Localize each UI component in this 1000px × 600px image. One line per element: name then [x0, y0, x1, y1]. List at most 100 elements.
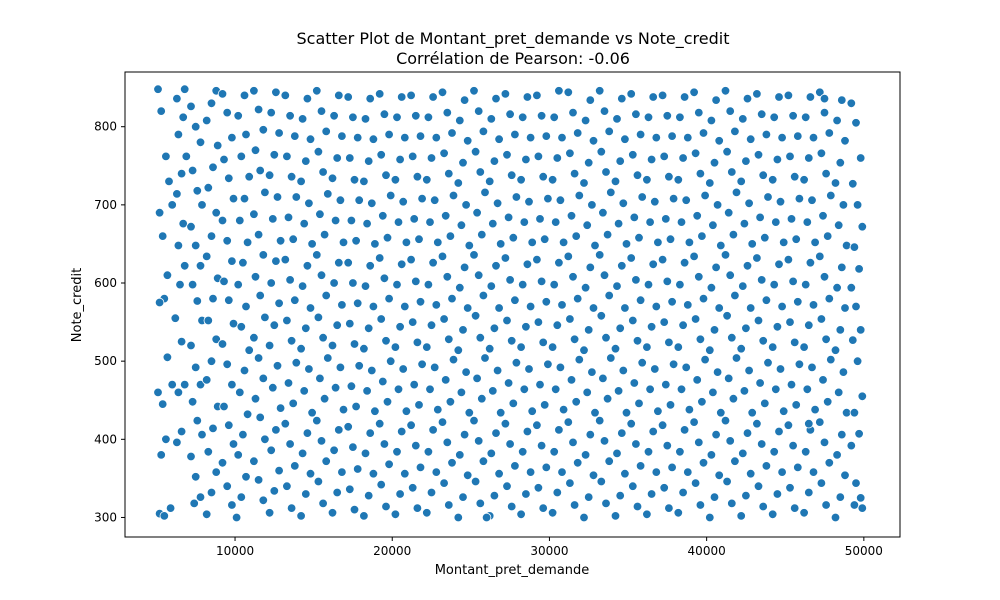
data-point: [224, 295, 234, 305]
data-point: [566, 211, 577, 221]
data-point: [178, 112, 188, 123]
data-point: [364, 323, 374, 334]
y-tick-label: 300: [94, 510, 117, 524]
data-point: [815, 251, 825, 262]
data-point: [582, 387, 592, 398]
data-point: [602, 229, 613, 240]
data-point: [211, 207, 221, 218]
data-point: [851, 301, 861, 312]
data-point: [379, 439, 390, 449]
data-point: [801, 279, 811, 290]
data-point: [411, 276, 421, 287]
data-point: [334, 90, 344, 101]
data-point: [448, 190, 459, 201]
data-point: [441, 375, 451, 385]
data-point: [456, 220, 467, 230]
data-point: [401, 406, 412, 416]
data-point: [496, 239, 506, 249]
data-point: [757, 275, 767, 285]
data-point: [700, 354, 710, 365]
data-point: [235, 215, 245, 226]
data-point: [162, 270, 173, 280]
data-point: [505, 109, 515, 119]
data-point: [195, 261, 206, 271]
data-point: [280, 254, 291, 265]
data-point: [819, 107, 830, 118]
data-point: [503, 212, 514, 223]
data-point: [258, 125, 269, 135]
data-point: [632, 501, 643, 512]
data-point: [241, 129, 251, 140]
data-point: [558, 404, 569, 415]
data-point: [557, 132, 567, 143]
data-point: [736, 176, 746, 187]
data-point: [538, 337, 548, 348]
data-point: [321, 456, 331, 466]
data-point: [428, 425, 438, 435]
data-point: [832, 115, 842, 126]
data-point: [742, 428, 753, 438]
data-point: [580, 450, 591, 460]
data-point: [458, 325, 468, 335]
data-point: [260, 434, 270, 445]
data-point: [439, 478, 449, 488]
data-point: [547, 342, 558, 352]
data-point: [684, 237, 695, 248]
data-point: [172, 93, 182, 104]
data-point: [711, 262, 721, 273]
data-point: [431, 467, 442, 477]
data-point: [283, 212, 294, 223]
data-point: [401, 237, 412, 248]
data-point: [673, 342, 684, 352]
y-tick-label: 600: [94, 276, 117, 290]
data-point: [785, 483, 795, 493]
data-point: [192, 296, 203, 306]
data-point: [456, 387, 467, 398]
data-point: [615, 156, 625, 166]
data-point: [610, 344, 621, 354]
data-point: [253, 475, 264, 485]
data-point: [799, 508, 809, 518]
data-point: [430, 362, 440, 373]
data-point: [275, 403, 286, 413]
data-point: [690, 314, 701, 324]
data-point: [533, 151, 544, 162]
data-point: [219, 154, 229, 165]
data-point: [646, 154, 657, 165]
data-point: [489, 490, 500, 501]
data-point: [786, 379, 797, 390]
data-point: [618, 198, 629, 209]
data-point: [746, 303, 756, 313]
data-point: [406, 90, 416, 101]
data-point: [519, 384, 530, 395]
data-point: [854, 429, 864, 439]
data-point: [302, 261, 313, 271]
data-point: [159, 511, 170, 521]
data-point: [857, 391, 868, 402]
data-point: [675, 112, 685, 123]
data-point: [819, 93, 830, 104]
data-point: [837, 262, 847, 273]
data-point: [354, 195, 364, 205]
data-point: [478, 456, 489, 466]
data-point: [154, 297, 165, 308]
data-point: [760, 232, 770, 243]
data-point: [187, 279, 198, 290]
data-point: [176, 168, 187, 179]
data-point: [329, 111, 339, 121]
data-point: [588, 303, 599, 313]
data-point: [408, 483, 418, 493]
data-point: [439, 148, 449, 159]
data-point: [804, 419, 814, 429]
data-point: [657, 254, 668, 265]
data-point: [634, 398, 644, 409]
data-point: [730, 290, 740, 301]
data-point: [681, 195, 691, 205]
data-point: [153, 387, 163, 398]
data-point: [316, 436, 327, 446]
data-point: [426, 320, 437, 330]
data-point: [244, 171, 254, 182]
data-point: [241, 301, 251, 312]
data-point: [301, 156, 311, 166]
data-point: [573, 128, 583, 138]
